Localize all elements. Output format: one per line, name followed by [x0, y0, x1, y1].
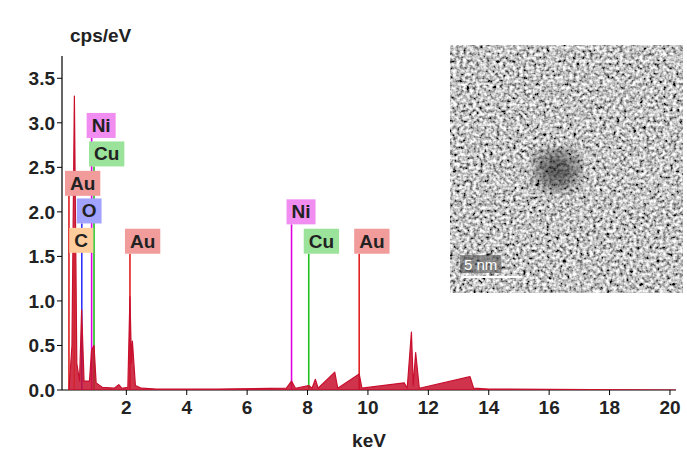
x-tick — [549, 390, 550, 395]
element-line — [68, 196, 70, 390]
element-label-box — [354, 229, 389, 254]
inset-background — [450, 45, 683, 293]
inset-image: 5 nm — [450, 45, 683, 293]
element-label-box — [65, 171, 100, 196]
y-axis — [61, 56, 62, 390]
x-tick — [307, 390, 308, 395]
inset-texture — [450, 45, 683, 293]
element-label: C — [74, 230, 88, 251]
y-tick — [57, 167, 62, 168]
y-tick-label: 0.0 — [29, 380, 55, 401]
element-label: Au — [359, 231, 384, 252]
nanoparticle — [535, 150, 579, 190]
y-tick-label: 3.0 — [29, 113, 55, 134]
x-tick-label: 8 — [302, 397, 313, 418]
y-tick — [57, 390, 62, 391]
element-label: Ni — [292, 201, 311, 222]
x-tick — [669, 390, 670, 395]
y-tick-label: 1.5 — [29, 246, 56, 267]
x-tick-label: 4 — [181, 397, 192, 418]
y-axis-title: cps/eV — [70, 25, 132, 46]
x-tick — [488, 390, 489, 395]
x-tick — [126, 390, 127, 395]
chart: 0.0 0.5 1.0 1.5 2.0 2.5 3.0 3.5 2 4 6 8 10 12 14 16 18 20… — [0, 0, 687, 455]
x-tick — [367, 390, 368, 395]
x-tick-label: 2 — [121, 397, 132, 418]
element-line — [308, 254, 310, 390]
x-tick-label: 20 — [659, 397, 680, 418]
y-tick — [57, 300, 62, 301]
x-tick-label: 6 — [242, 397, 253, 418]
y-tick-label: 0.5 — [29, 335, 56, 356]
x-tick — [186, 390, 187, 395]
scale-bar-label: 5 nm — [464, 256, 497, 273]
element-label-box — [87, 113, 116, 138]
element-label: Au — [70, 173, 95, 194]
scale-bar — [462, 276, 522, 278]
y-tick — [57, 122, 62, 123]
x-tick-label: 14 — [478, 397, 500, 418]
element-line — [291, 224, 293, 390]
y-tick — [57, 78, 62, 79]
y-tick-label: 2.0 — [29, 202, 55, 223]
element-label: O — [82, 200, 97, 221]
x-tick — [247, 390, 248, 395]
y-tick — [57, 211, 62, 212]
element-label-box — [77, 198, 102, 223]
x-tick-label: 12 — [418, 397, 439, 418]
x-tick — [428, 390, 429, 395]
x-tick-label: 16 — [539, 397, 560, 418]
x-tick — [609, 390, 610, 395]
element-label: Au — [130, 231, 155, 252]
element-line — [358, 254, 360, 390]
y-tick-label: 1.0 — [29, 291, 55, 312]
element-label: Cu — [94, 143, 119, 164]
x-tick-label: 18 — [599, 397, 620, 418]
element-label-box — [69, 228, 93, 253]
element-label-box — [125, 229, 160, 254]
element-label: Cu — [309, 231, 334, 252]
element-label-box — [287, 199, 316, 224]
y-tick — [57, 256, 62, 257]
scale-bar-label-bg — [460, 255, 501, 273]
element-label: Ni — [92, 115, 111, 136]
y-tick — [57, 345, 62, 346]
element-label-box — [304, 229, 339, 254]
x-axis-title: keV — [352, 430, 386, 451]
y-tick-label: 2.5 — [29, 157, 56, 178]
y-tick-label: 3.5 — [29, 68, 56, 89]
x-tick-label: 10 — [357, 397, 378, 418]
element-label-box — [89, 141, 124, 166]
